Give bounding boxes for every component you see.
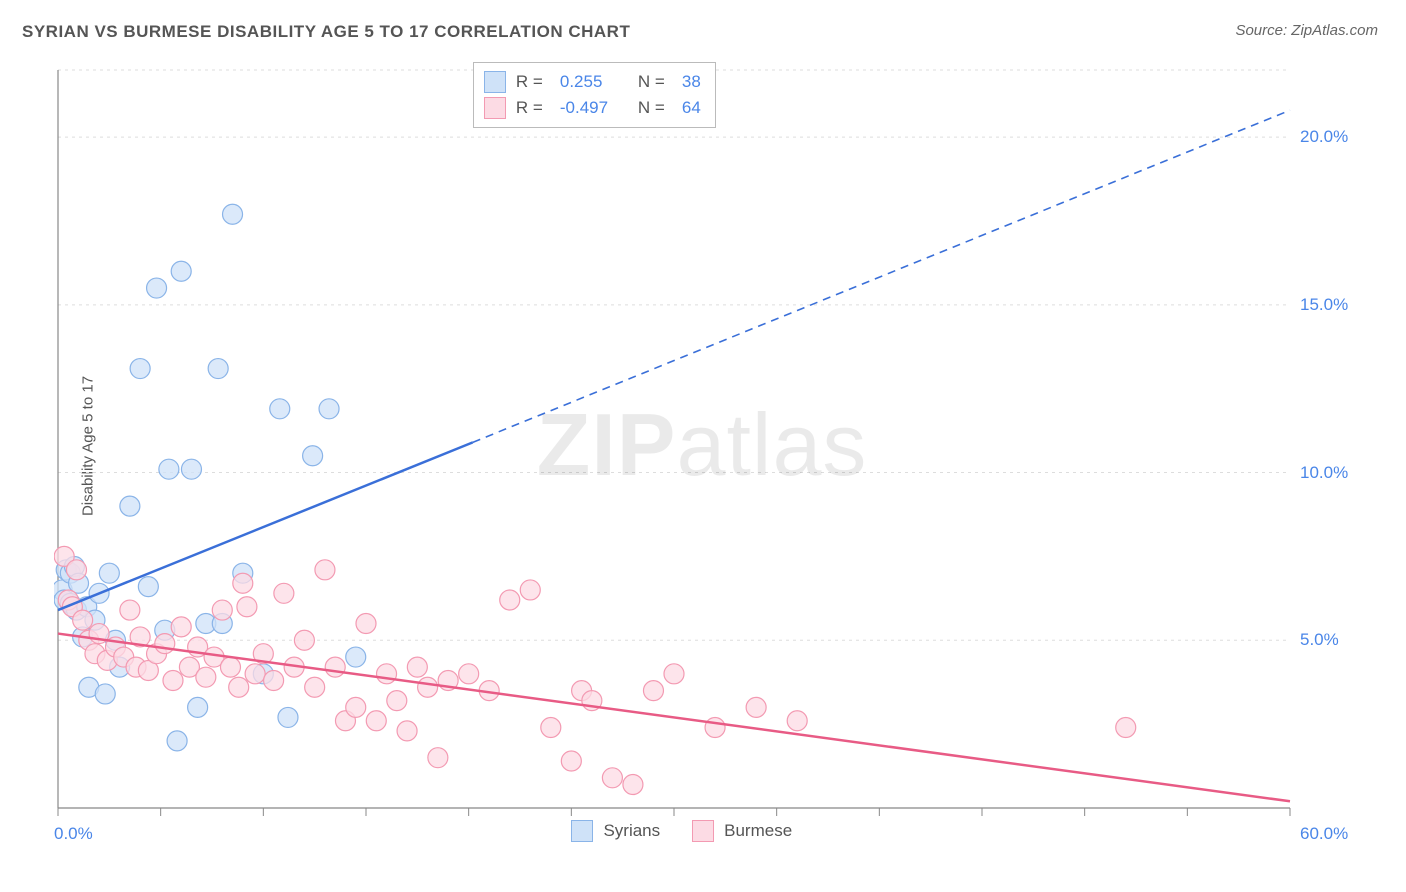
- legend-swatch: [571, 820, 593, 842]
- x-tick-label: 0.0%: [54, 824, 93, 844]
- x-tick-label: 60.0%: [1300, 824, 1348, 844]
- n-value: 38: [682, 72, 701, 92]
- y-tick-label: 5.0%: [1300, 630, 1339, 650]
- scatter-chart: ZIPatlas: [54, 60, 1350, 830]
- r-label: R =: [516, 72, 550, 92]
- r-value: 0.255: [560, 72, 628, 92]
- legend-swatch: [692, 820, 714, 842]
- r-value: -0.497: [560, 98, 628, 118]
- chart-svg: [54, 60, 1350, 830]
- legend-label: Burmese: [724, 821, 792, 841]
- legend-row: R = 0.255 N = 38: [484, 69, 701, 95]
- r-label: R =: [516, 98, 550, 118]
- n-label: N =: [638, 98, 672, 118]
- correlation-legend: R = 0.255 N = 38 R = -0.497 N = 64: [473, 62, 716, 128]
- y-tick-label: 15.0%: [1300, 295, 1348, 315]
- y-tick-label: 10.0%: [1300, 463, 1348, 483]
- series-legend: Syrians Burmese: [571, 820, 814, 842]
- y-tick-label: 20.0%: [1300, 127, 1348, 147]
- n-label: N =: [638, 72, 672, 92]
- legend-swatch: [484, 97, 506, 119]
- n-value: 64: [682, 98, 701, 118]
- legend-row: R = -0.497 N = 64: [484, 95, 701, 121]
- chart-title: SYRIAN VS BURMESE DISABILITY AGE 5 TO 17…: [22, 22, 630, 42]
- source-attribution: Source: ZipAtlas.com: [1235, 22, 1378, 39]
- legend-swatch: [484, 71, 506, 93]
- legend-label: Syrians: [603, 821, 660, 841]
